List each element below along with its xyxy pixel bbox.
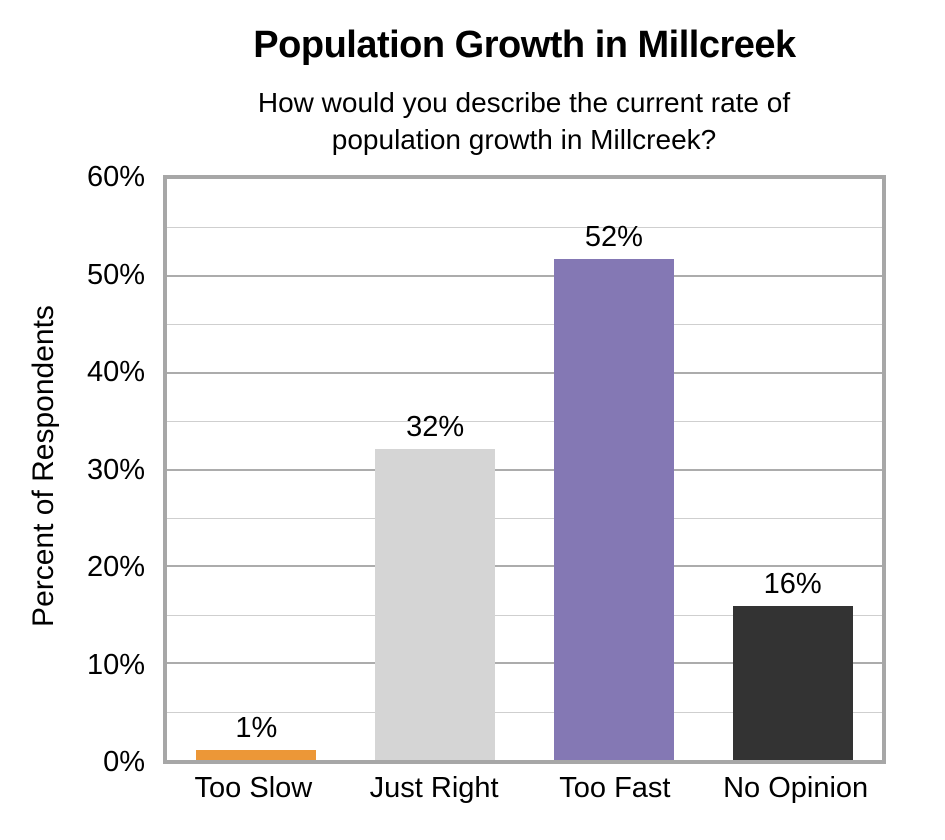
x-axis-labels: Too Slow Just Right Too Fast No Opinion: [163, 771, 886, 805]
y-tick-label-10-percent: 10%: [86, 648, 145, 681]
y-tick-label-20-percent: 20%: [86, 551, 145, 583]
gridline-50-percent: [167, 274, 882, 277]
value-label-just-right: 32%: [406, 411, 465, 444]
y-tick-label-30-percent: 30%: [86, 453, 145, 486]
value-label-too-slow: 1%: [235, 712, 278, 745]
gridline-5-percent: [167, 711, 882, 713]
x-axis-label-no-opinion: No Opinion: [723, 772, 869, 804]
chart-title: Population Growth in Millcreek: [253, 24, 796, 66]
bar-too-slow: [196, 750, 317, 760]
chart-subtitle: How would you describe the current rate …: [110, 84, 938, 158]
bars-container: 1% 32% 52% 16%: [167, 179, 882, 760]
gridline-45-percent: [167, 324, 882, 326]
y-tick-label-0-percent: 0%: [103, 746, 145, 778]
y-tick-label-50-percent: 50%: [86, 258, 145, 291]
value-label-too-fast: 52%: [584, 221, 643, 254]
gridline-25-percent: [167, 517, 882, 519]
gridline-10-percent: [167, 662, 882, 665]
category-slot-too-fast: 52%: [525, 179, 704, 760]
x-axis-label-too-slow: Too Slow: [194, 772, 313, 804]
category-slot-no-opinion: 16%: [703, 179, 882, 760]
bar-just-right: [375, 449, 496, 760]
category-slot-too-slow: 1%: [167, 179, 346, 760]
gridline-15-percent: [167, 614, 882, 616]
y-tick-label-60-percent: 60%: [86, 161, 145, 193]
value-label-no-opinion: 16%: [763, 568, 822, 601]
x-axis-label-just-right: Just Right: [369, 772, 499, 804]
gridline-20-percent: [167, 565, 882, 568]
gridline-30-percent: [167, 468, 882, 471]
plot-area: 1% 32% 52% 16%: [163, 175, 886, 764]
gridline-55-percent: [167, 227, 882, 229]
category-slot-just-right: 32%: [346, 179, 525, 760]
chart-subtitle-line-1: How would you describe the current rate …: [257, 87, 791, 118]
bar-no-opinion: [732, 606, 853, 760]
gridline-40-percent: [167, 371, 882, 374]
chart-subtitle-line-2: population growth in Millcreek?: [331, 124, 717, 155]
gridline-35-percent: [167, 421, 882, 423]
bar-too-fast: [553, 259, 674, 760]
y-axis-tick-labels: 0% 10% 20% 30% 40% 50% 60%: [0, 162, 145, 777]
x-axis-label-too-fast: Too Fast: [559, 772, 671, 804]
y-tick-label-40-percent: 40%: [86, 356, 145, 388]
